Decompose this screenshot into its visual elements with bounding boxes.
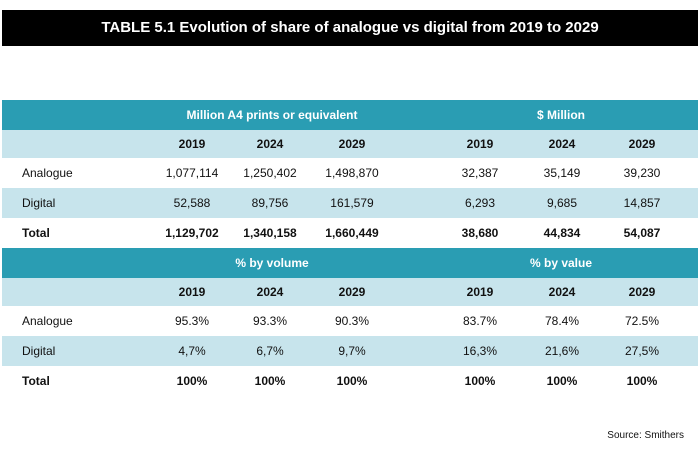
table-row: Digital 4,7% 6,7% 9,7% 16,3% 21,6% 27,5% [2, 336, 698, 366]
table-cell: 161,579 [330, 196, 374, 210]
table-cell: 52,588 [173, 196, 211, 210]
year-header: 2024 [548, 137, 576, 151]
table-row: Analogue 1,077,114 1,250,402 1,498,870 32,38… [2, 158, 698, 188]
year-row: 2019 2024 2029 2019 2024 2029 [2, 130, 698, 158]
table-cell: 54,087 [623, 226, 661, 240]
table-cell: 6,7% [256, 344, 284, 358]
table-cell: 1,498,870 [325, 166, 379, 180]
year-header: 2029 [338, 137, 366, 151]
year-header: 2019 [178, 137, 206, 151]
table-cell: 6,293 [464, 196, 496, 210]
table-cell: 4,7% [178, 344, 206, 358]
table-cell: 100% [254, 374, 286, 388]
table-cell: 100% [626, 374, 658, 388]
table-cell: 27,5% [624, 344, 660, 358]
group-header-row: % by volume % by value [2, 248, 698, 278]
year-header: 2024 [256, 285, 284, 299]
table-cell: 1,340,158 [243, 226, 297, 240]
group-header: % by value [529, 256, 593, 270]
year-header: 2024 [548, 285, 576, 299]
table-cell: 100% [176, 374, 208, 388]
table-cell: 93.3% [252, 314, 288, 328]
year-header: 2019 [466, 285, 494, 299]
source-note: Source: Smithers [607, 430, 684, 441]
table-cell: 44,834 [543, 226, 581, 240]
table-cell: 9,7% [338, 344, 366, 358]
table-cell: 1,250,402 [243, 166, 297, 180]
group-header: % by volume [235, 256, 309, 270]
table-cell: 1,077,114 [165, 166, 219, 180]
table-title: TABLE 5.1 Evolution of share of analogue… [2, 10, 698, 46]
table-cell: 21,6% [544, 344, 580, 358]
table-cell: 1,660,449 [325, 226, 379, 240]
table-cell: 39,230 [623, 166, 661, 180]
row-label: Total [22, 226, 50, 240]
table-cell: 32,387 [461, 166, 499, 180]
year-header: 2019 [466, 137, 494, 151]
group-header-row: Million A4 prints or equivalent $ Million [2, 100, 698, 130]
row-label: Analogue [22, 314, 73, 328]
table-row: Total 1,129,702 1,340,158 1,660,449 38,680 44… [2, 218, 698, 248]
year-header: 2019 [178, 285, 206, 299]
row-label: Digital [22, 196, 56, 210]
table-cell: 14,857 [623, 196, 661, 210]
table-cell: 95.3% [174, 314, 210, 328]
table-cell: 90.3% [334, 314, 370, 328]
year-header: 2029 [338, 285, 366, 299]
year-row: 2019 2024 2029 2019 2024 2029 [2, 278, 698, 306]
row-label: Total [22, 374, 50, 388]
table-cell: 38,680 [461, 226, 499, 240]
table-cell: 89,756 [251, 196, 289, 210]
group-header: Million A4 prints or equivalent [186, 108, 358, 122]
table-cell: 72.5% [624, 314, 660, 328]
table-row: Total 100% 100% 100% 100% 100% 100% [2, 366, 698, 396]
table-cell: 16,3% [462, 344, 498, 358]
year-header: 2029 [628, 285, 656, 299]
row-label: Analogue [22, 166, 73, 180]
table-cell: 100% [336, 374, 368, 388]
year-header: 2029 [628, 137, 656, 151]
row-label: Digital [22, 344, 56, 358]
table-cell: 100% [464, 374, 496, 388]
table-cell: 100% [546, 374, 578, 388]
table-row: Analogue 95.3% 93.3% 90.3% 83.7% 78.4% 72.5% [2, 306, 698, 336]
table-cell: 83.7% [462, 314, 498, 328]
table-cell: 1,129,702 [165, 226, 219, 240]
table-cell: 9,685 [546, 196, 578, 210]
year-header: 2024 [256, 137, 284, 151]
table-cell: 35,149 [543, 166, 581, 180]
group-header: $ Million [537, 108, 585, 122]
table-cell: 78.4% [544, 314, 580, 328]
table-row: Digital 52,588 89,756 161,579 6,293 9,685 14,8… [2, 188, 698, 218]
